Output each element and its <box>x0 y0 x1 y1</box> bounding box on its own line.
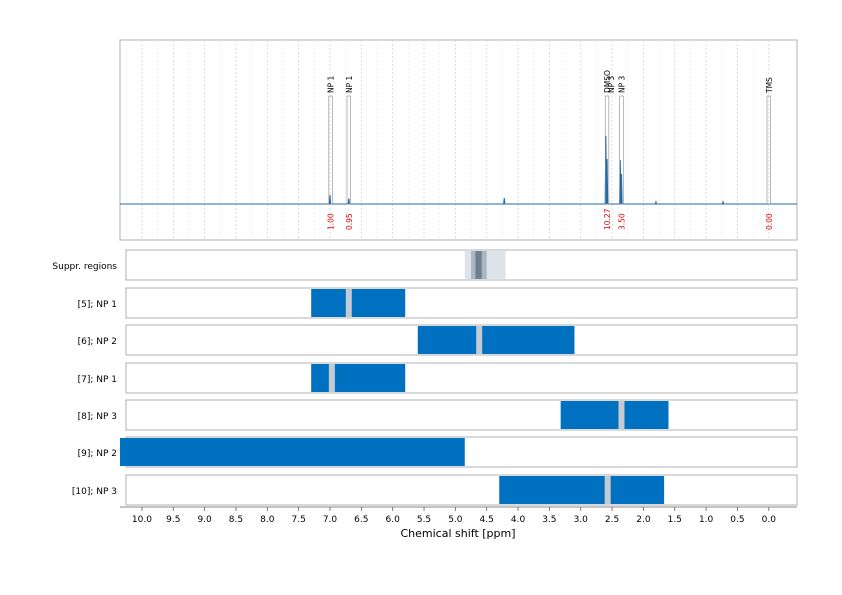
peak-label: NP 1 <box>345 75 354 93</box>
row-gap <box>328 364 335 392</box>
row-bar <box>417 326 575 354</box>
x-tick-label: 0.5 <box>730 515 744 525</box>
peak-marker-box <box>328 95 333 205</box>
suppression-frame <box>125 249 798 281</box>
row-gap <box>618 401 625 429</box>
peak-label: DMSO <box>603 70 612 93</box>
x-tick-label: 2.5 <box>605 515 619 525</box>
row-frame <box>125 399 798 431</box>
x-tick-label: 5.0 <box>448 515 463 525</box>
peak-integral: 0.00 <box>765 213 774 230</box>
row-label: [10]; NP 3 <box>72 487 117 497</box>
row-label: [8]; NP 3 <box>78 412 117 422</box>
peak-integral: 0.95 <box>345 213 354 230</box>
spectrum-line <box>120 135 797 205</box>
x-tick-label: 7.0 <box>323 515 338 525</box>
x-tick-label: 6.0 <box>386 515 401 525</box>
x-tick-label: 8.0 <box>260 515 275 525</box>
x-axis-label: Chemical shift [ppm] <box>400 527 515 540</box>
x-tick-label: 0.0 <box>762 515 777 525</box>
x-tick-label: 2.0 <box>636 515 651 525</box>
spectrum-frame <box>119 39 798 241</box>
row-gap <box>345 289 352 317</box>
x-tick-label: 9.0 <box>197 515 212 525</box>
peak-label: TMS <box>765 77 774 94</box>
row-bar <box>499 476 665 504</box>
x-tick-label: 1.0 <box>699 515 714 525</box>
x-tick-label: 3.5 <box>542 515 556 525</box>
x-tick-label: 8.5 <box>229 515 243 525</box>
x-tick-label: 1.5 <box>668 515 682 525</box>
x-tick-label: 4.0 <box>511 515 526 525</box>
row-label: [5]; NP 1 <box>78 300 117 310</box>
x-tick-label: 5.5 <box>417 515 431 525</box>
row-frame <box>125 362 798 394</box>
x-tick-label: 6.5 <box>354 515 368 525</box>
peak-integral: 1.00 <box>327 213 336 230</box>
peak-label: NP 1 <box>327 75 336 93</box>
peak-marker-box <box>346 95 351 205</box>
peak-integral: 10.27 <box>603 208 612 230</box>
suppression-inner <box>475 251 482 279</box>
row-bar <box>560 401 669 429</box>
row-bar <box>311 364 406 392</box>
x-tick-label: 10.0 <box>132 515 152 525</box>
peak-label: NP 3 <box>617 75 626 93</box>
peak-integral: 3.50 <box>617 213 626 230</box>
row-bar <box>120 438 465 466</box>
row-label: [9]; NP 2 <box>78 449 117 459</box>
peak-marker-box <box>604 95 610 205</box>
peak-label: NP 3 <box>607 75 616 93</box>
row-gap <box>476 326 483 354</box>
row-frame <box>125 474 798 506</box>
row-bar <box>311 289 406 317</box>
row-label: [7]; NP 1 <box>78 375 117 385</box>
peak-marker-box <box>766 95 771 205</box>
row-frame <box>125 287 798 319</box>
x-tick-label: 7.5 <box>291 515 305 525</box>
x-tick-label: 4.5 <box>480 515 494 525</box>
peak-marker-box <box>619 95 624 205</box>
row-gap <box>604 476 611 504</box>
x-tick-label: 9.5 <box>166 515 180 525</box>
suppression-label: Suppr. regions <box>52 262 117 272</box>
row-label: [6]; NP 2 <box>78 337 117 347</box>
x-tick-label: 3.0 <box>574 515 589 525</box>
